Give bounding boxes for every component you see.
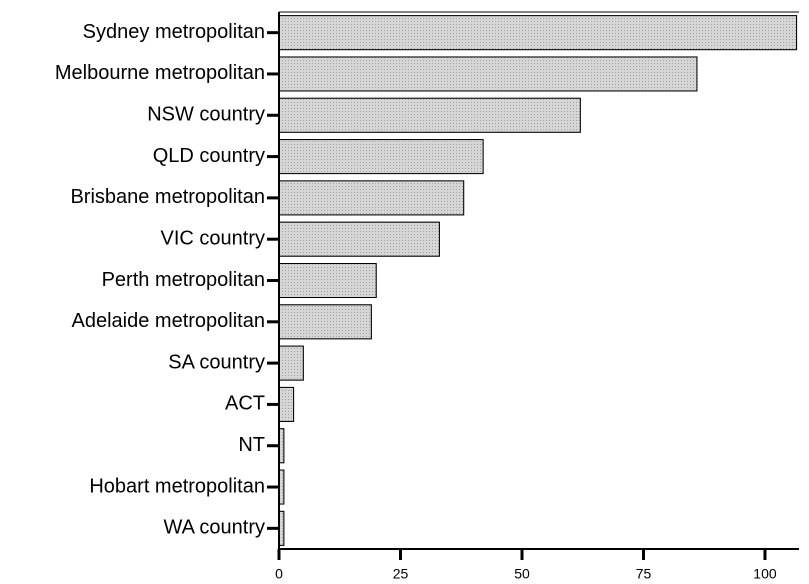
x-tick-label: 75 [636, 566, 652, 582]
y-tick-label: NSW country [147, 104, 265, 126]
bar-texture [278, 15, 798, 51]
y-tick-label: ACT [225, 393, 265, 415]
x-tick-label: 25 [393, 566, 409, 582]
x-tick-label: 0 [275, 566, 283, 582]
y-tick-label: Melbourne metropolitan [55, 62, 265, 84]
y-tick-label: Brisbane metropolitan [70, 186, 265, 208]
bar-texture [278, 386, 295, 422]
y-tick-label: WA country [163, 517, 265, 539]
y-tick-label: QLD country [153, 145, 265, 167]
bar-texture [278, 139, 484, 175]
bar-texture [278, 56, 698, 92]
bar-texture [278, 97, 581, 133]
y-tick-label: Hobart metropolitan [89, 475, 265, 497]
y-tick-label: Sydney metropolitan [83, 21, 265, 43]
y-tick-label: Perth metropolitan [102, 269, 265, 291]
bar-texture [278, 304, 372, 340]
bar-texture [278, 180, 465, 216]
bar-texture [278, 345, 304, 381]
bar-texture [278, 263, 377, 298]
bar-texture [278, 221, 440, 257]
x-tick-label: 50 [514, 566, 530, 582]
y-tick-label: VIC country [161, 227, 265, 249]
x-tick-label: 100 [753, 566, 777, 582]
y-tick-label: NT [238, 434, 265, 456]
y-tick-label: SA country [168, 351, 265, 373]
y-tick-label: Adelaide metropolitan [72, 310, 265, 332]
